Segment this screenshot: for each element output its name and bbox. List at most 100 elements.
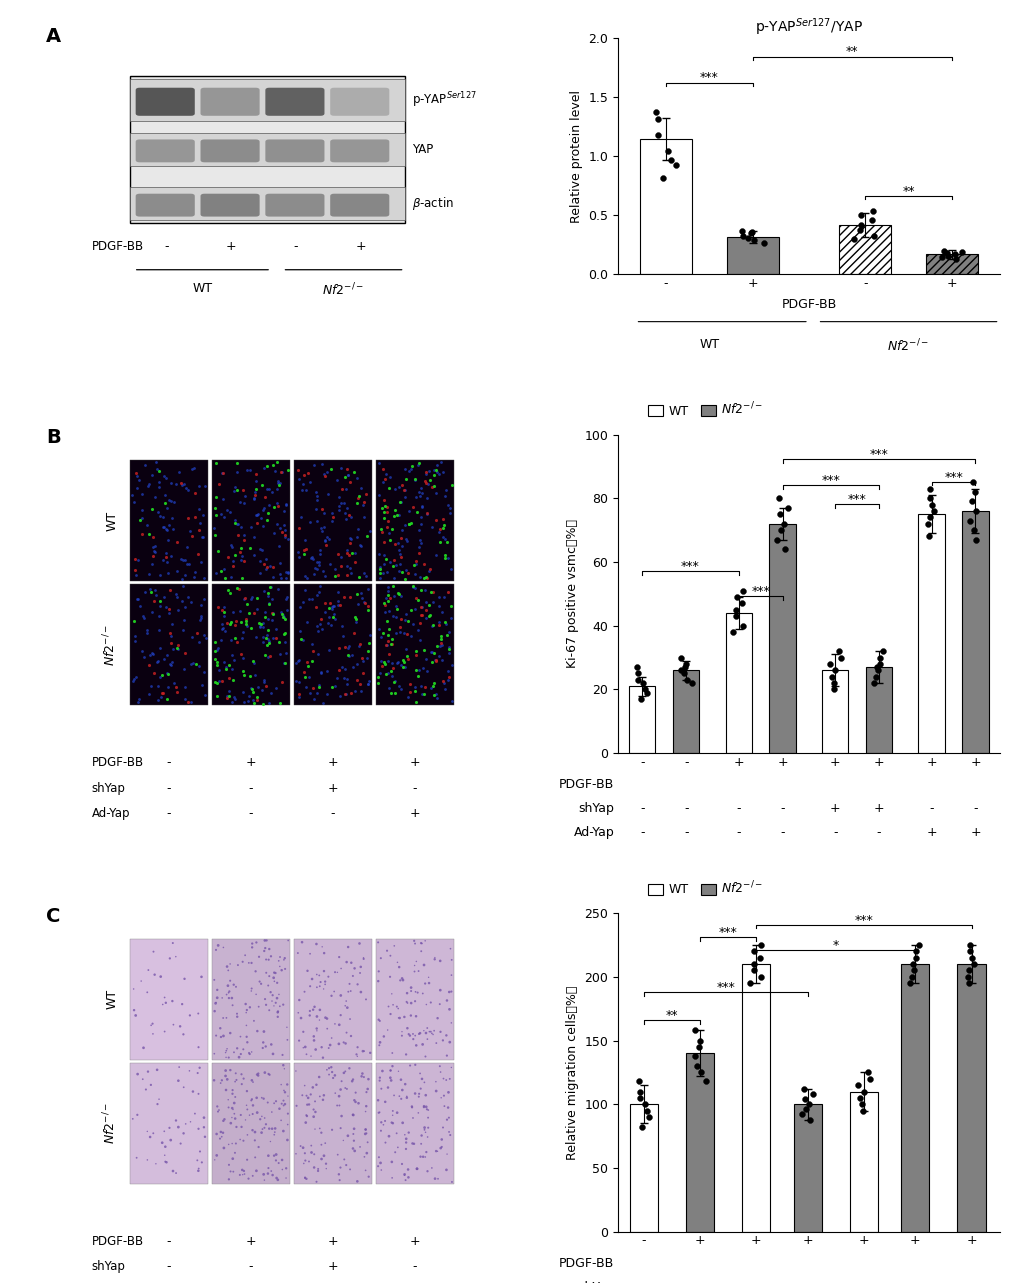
Text: ***: *** [751,585,769,598]
Point [683,672,699,693]
Text: -: - [413,781,417,794]
Point [907,942,923,962]
FancyBboxPatch shape [201,87,260,115]
Text: -: - [167,1234,171,1248]
Point [751,947,767,967]
Text: -: - [641,1280,645,1283]
Text: ***: *** [681,559,699,572]
Text: +: + [410,807,420,820]
Point [662,150,679,171]
Point [630,1071,646,1092]
Text: PDGF-BB: PDGF-BB [92,756,144,769]
Point [871,653,888,674]
Point [790,46,806,67]
Point [779,150,795,171]
Point [829,642,846,662]
Point [979,118,996,139]
Point [638,1101,654,1121]
Text: -: - [293,240,298,253]
Point [849,1075,865,1096]
Text: WT: WT [105,989,118,1010]
Point [630,670,646,690]
Point [905,960,921,980]
Point [728,586,744,607]
Point [689,1056,705,1076]
Point [743,223,759,244]
Bar [901,964,928,1232]
Point [673,659,689,680]
Bar [129,133,405,166]
Point [921,479,937,499]
FancyBboxPatch shape [136,87,195,115]
Text: +: + [246,756,256,769]
Point [678,670,694,690]
Point [752,966,768,987]
Point [745,960,761,980]
Text: -: - [753,1280,758,1283]
Text: -: - [167,781,171,794]
Point [846,228,862,249]
Point [735,616,751,636]
Point [954,94,970,114]
Point [966,481,982,502]
Text: +: + [829,802,840,815]
Text: **: ** [845,45,858,58]
Point [801,1110,817,1130]
Bar [129,76,405,222]
Bar [129,187,405,221]
Point [910,935,926,956]
Point [745,942,761,962]
Bar [957,964,984,1232]
Point [924,500,941,521]
FancyBboxPatch shape [136,140,195,163]
Point [963,947,979,967]
Text: shYap: shYap [578,1280,613,1283]
Point [688,0,704,21]
Bar [639,139,691,275]
Text: Ad-Yap: Ad-Yap [92,807,130,820]
FancyBboxPatch shape [330,140,389,163]
Text: PDGF-BB: PDGF-BB [92,1234,144,1248]
Text: ***: *** [869,448,888,462]
Point [825,679,842,699]
Text: **: ** [902,185,914,198]
Point [768,530,785,550]
Point [853,1094,869,1115]
Text: +: + [327,1260,338,1273]
Point [909,40,925,60]
Text: $Nf2^{-/-}$: $Nf2^{-/-}$ [322,281,364,298]
Text: +: + [410,756,420,769]
Point [743,222,759,242]
Point [629,657,645,677]
Point [953,431,969,452]
Text: YAP: YAP [412,142,433,157]
Point [942,290,958,310]
Point [867,666,883,686]
Text: -: - [249,781,253,794]
Text: -: - [683,802,688,815]
Point [755,232,771,253]
Point [771,504,788,525]
Point [649,124,665,145]
Text: -: - [780,802,784,815]
Bar [865,667,892,753]
Text: $Nf2^{-/-}$: $Nf2^{-/-}$ [102,1102,118,1144]
Text: +: + [925,826,936,839]
Bar [849,1092,877,1232]
Point [636,1094,652,1115]
Point [649,109,665,130]
Point [946,244,962,264]
Point [1012,511,1019,531]
Point [935,241,952,262]
Text: $Nf2^{-/-}$: $Nf2^{-/-}$ [887,339,928,355]
Text: ***: *** [854,913,872,926]
Text: -: - [968,1280,973,1283]
Text: ***: *** [944,471,962,484]
Point [654,168,671,189]
Text: -: - [639,826,644,839]
Point [855,1082,871,1102]
Point [775,539,792,559]
Point [919,513,935,534]
Text: -: - [736,802,740,815]
Bar [725,613,751,753]
